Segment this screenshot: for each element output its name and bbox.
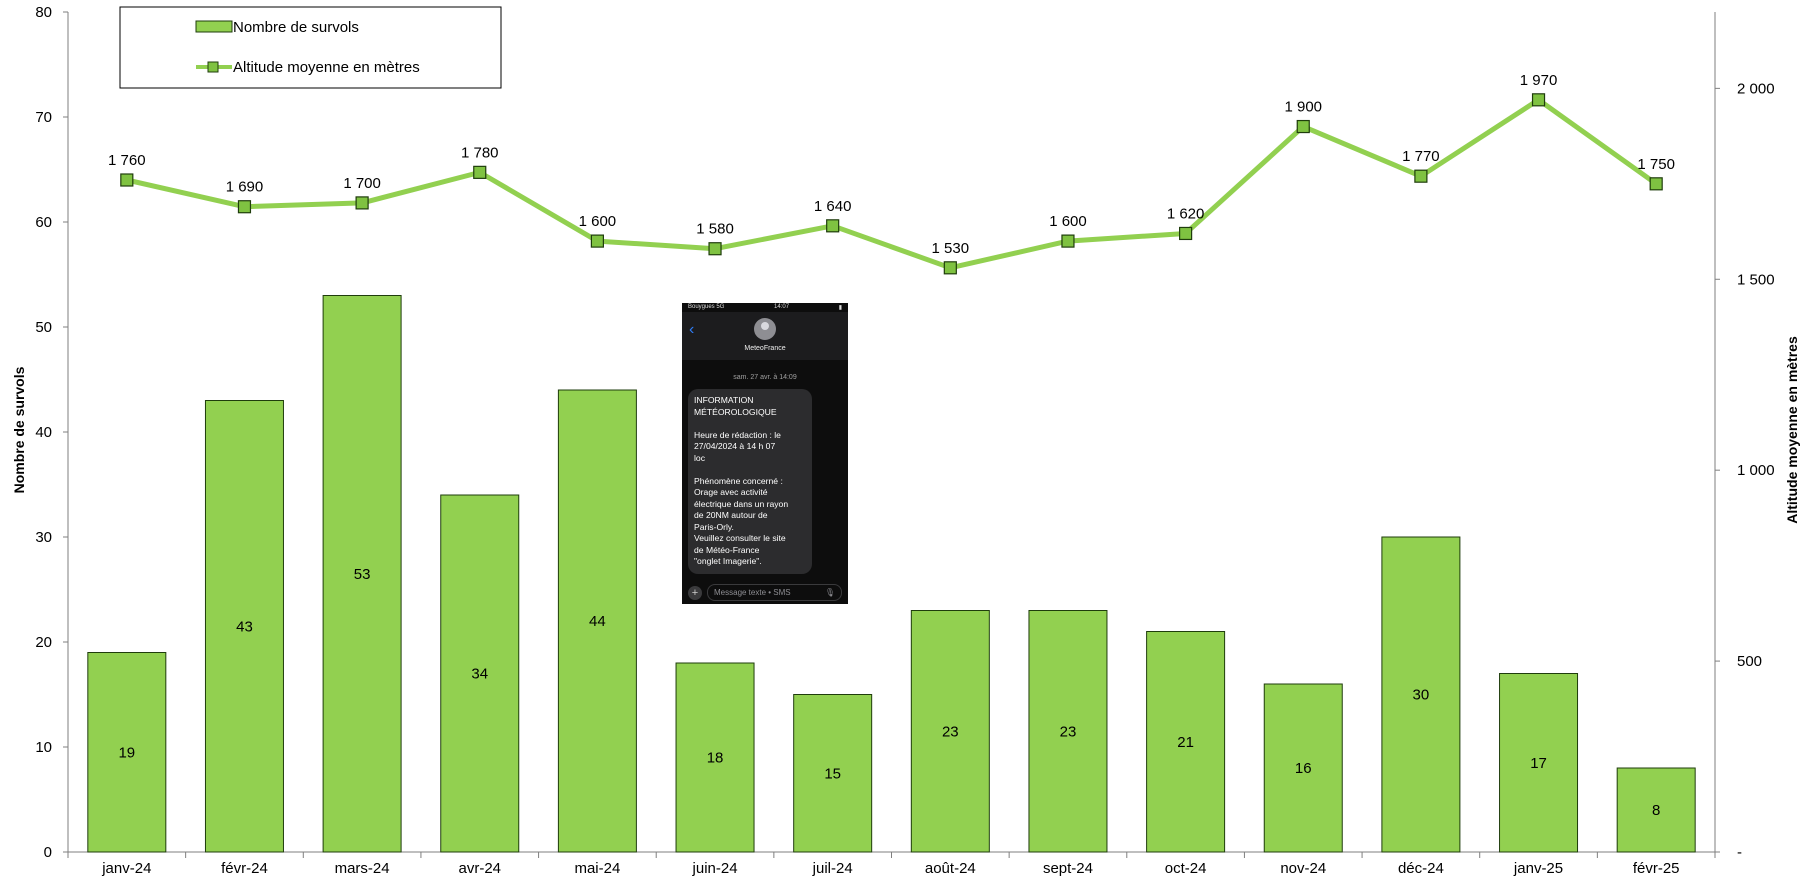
message-date: sam. 27 avr. à 14:09 (682, 374, 848, 381)
left-tick-label: 70 (35, 109, 52, 126)
line-marker (1533, 94, 1545, 106)
status-time: 14:07 (774, 304, 789, 312)
right-tick-label: 500 (1737, 653, 1762, 670)
bar-value-label: 30 (1413, 687, 1430, 704)
line-marker (474, 166, 486, 178)
line-marker (1650, 178, 1662, 190)
right-tick-label: - (1737, 844, 1742, 861)
x-tick-label: juil-24 (812, 860, 853, 876)
legend-line-label: Altitude moyenne en mètres (233, 59, 420, 76)
line-value-label: 1 640 (814, 198, 852, 215)
line-value-label: 1 760 (108, 152, 146, 169)
legend-bar-swatch (196, 21, 232, 32)
right-tick-label: 1 500 (1737, 271, 1775, 288)
plus-icon: + (688, 586, 702, 600)
bar-series (88, 296, 1695, 853)
x-tick-label: avr-24 (458, 860, 501, 876)
line-value-label: 1 600 (579, 213, 617, 230)
x-tick-label: sept-24 (1043, 860, 1093, 876)
left-tick-label: 80 (35, 4, 52, 21)
bar-value-label: 8 (1652, 802, 1660, 819)
left-tick-label: 0 (44, 844, 52, 861)
contact-avatar-icon (754, 318, 776, 340)
right-tick-label: 1 000 (1737, 462, 1775, 479)
x-tick-label: mars-24 (335, 860, 390, 876)
left-tick-label: 60 (35, 214, 52, 231)
x-tick-label: mai-24 (574, 860, 620, 876)
line-marker (1062, 235, 1074, 247)
contact-name: MeteoFrance (682, 345, 848, 352)
battery-icon: ▮ (839, 304, 842, 312)
line-marker (827, 220, 839, 232)
line-value-label: 1 580 (696, 221, 734, 238)
bar-value-label: 21 (1177, 734, 1194, 751)
line-marker (591, 235, 603, 247)
carrier-label: Bouygues 5G (688, 304, 724, 312)
line-marker (944, 262, 956, 274)
bar-value-label: 43 (236, 618, 253, 635)
line-value-label: 1 700 (343, 175, 381, 192)
line-value-label: 1 970 (1520, 72, 1558, 89)
bar-value-label: 44 (589, 613, 606, 630)
line-value-label: 1 530 (932, 240, 970, 257)
x-tick-label: janv-24 (101, 860, 151, 876)
left-tick-label: 30 (35, 529, 52, 546)
left-tick-label: 50 (35, 319, 52, 336)
x-tick-label: nov-24 (1280, 860, 1326, 876)
line-marker (1297, 121, 1309, 133)
message-input: Message texte • SMS 🎙 (707, 584, 842, 601)
conversation-header: ‹ MeteoFrance (682, 312, 848, 360)
legend-line-marker (208, 62, 218, 72)
bar-value-label: 18 (707, 750, 724, 767)
line-value-label: 1 780 (461, 144, 499, 161)
message-composer: + Message texte • SMS 🎙 (688, 584, 842, 601)
x-tick-label: oct-24 (1165, 860, 1207, 876)
line-marker (1180, 227, 1192, 239)
line-value-label: 1 750 (1637, 156, 1675, 173)
bar-value-label: 53 (354, 566, 371, 583)
message-input-placeholder: Message texte • SMS (714, 588, 791, 597)
bar-value-label: 16 (1295, 760, 1312, 777)
line-marker (238, 201, 250, 213)
microphone-icon: 🎙 (825, 585, 835, 600)
line-value-label: 1 770 (1402, 148, 1440, 165)
x-tick-label: août-24 (925, 860, 976, 876)
x-tick-label: févr-25 (1633, 860, 1680, 876)
legend: Nombre de survols Altitude moyenne en mè… (120, 7, 501, 88)
x-tick-label: févr-24 (221, 860, 268, 876)
bar-value-label: 23 (942, 723, 959, 740)
line-value-label: 1 600 (1049, 213, 1087, 230)
message-bubble: INFORMATION MÉTÉOROLOGIQUE Heure de réda… (688, 389, 812, 574)
line-marker (356, 197, 368, 209)
line-value-label: 1 900 (1284, 99, 1322, 116)
x-tick-label: déc-24 (1398, 860, 1444, 876)
sms-screenshot: Bouygues 5G 14:07 ▮ ‹ MeteoFrance sam. 2… (682, 303, 848, 604)
x-tick-label: juin-24 (692, 860, 738, 876)
line-marker (121, 174, 133, 186)
x-tick-label: janv-25 (1513, 860, 1563, 876)
legend-bar-label: Nombre de survols (233, 19, 359, 36)
bar-value-label: 17 (1530, 755, 1547, 772)
bar-value-label: 23 (1060, 723, 1077, 740)
bar-value-label: 34 (471, 666, 488, 683)
line-marker (709, 243, 721, 255)
left-tick-label: 40 (35, 424, 52, 441)
bar-value-label: 19 (118, 744, 135, 761)
right-tick-label: 2 000 (1737, 80, 1775, 97)
phone-status-bar: Bouygues 5G 14:07 ▮ (682, 303, 848, 312)
line-value-label: 1 690 (226, 179, 264, 196)
line-marker (1415, 170, 1427, 182)
back-chevron-icon: ‹ (689, 321, 694, 339)
left-tick-label: 10 (35, 739, 52, 756)
bar-value-label: 15 (824, 765, 841, 782)
left-tick-label: 20 (35, 634, 52, 651)
line-value-label: 1 620 (1167, 205, 1205, 222)
right-axis-title: Altitude moyenne en mètres (1784, 336, 1800, 524)
left-axis-title: Nombre de survols (11, 366, 27, 493)
